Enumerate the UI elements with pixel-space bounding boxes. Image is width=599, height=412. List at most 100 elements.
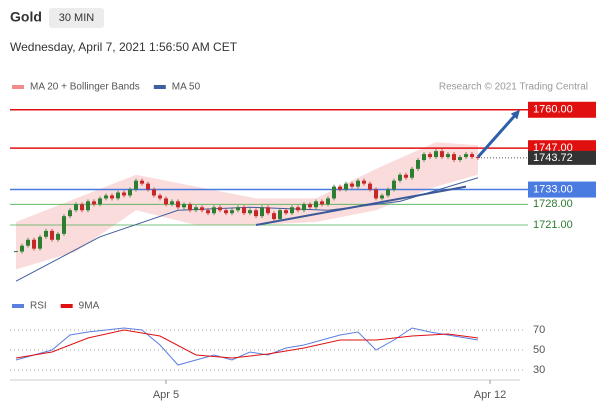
candle [434,151,438,158]
candle [326,198,330,205]
candle [86,201,90,211]
candle [182,204,186,208]
arrow-head [510,109,520,120]
candle [158,195,162,199]
candle [50,230,54,240]
candle [200,207,204,211]
datetime: Wednesday, April 7, 2021 1:56:50 AM CET [10,40,238,54]
candle [188,204,192,211]
candle [254,210,258,217]
candle [446,154,450,158]
y-tick-label: 70 [533,324,545,336]
candle [26,239,30,246]
candle [380,195,384,199]
candle [74,204,78,211]
candle [422,154,426,160]
level-label: 1721.00 [533,219,573,231]
candle [134,180,138,190]
legend-swatch [60,304,73,308]
x-tick-label: Apr 5 [153,389,179,401]
candle [302,204,306,211]
indicator-line [15,329,479,359]
candle [110,195,114,199]
candle [398,174,402,181]
candle [116,192,120,199]
y-tick-label: 30 [533,364,545,376]
candle [32,239,36,249]
candle [344,183,348,190]
candle [212,207,216,214]
legend-swatch [153,85,166,89]
candle [20,245,24,252]
candle [218,207,222,211]
level-label: 1728.00 [533,198,573,210]
candle [122,192,126,196]
level-label: 1760.00 [533,104,573,116]
legend-label: RSI [30,301,47,312]
candle [308,204,312,208]
candle [392,180,396,190]
candle [206,210,210,214]
candle [350,183,354,187]
candle [98,198,102,205]
candle [14,251,18,253]
candle [104,195,108,199]
bollinger-band [16,142,478,270]
timeframe[interactable]: 30 MIN [59,12,95,24]
candle [62,216,66,234]
candle [368,183,372,190]
last-price-label: 1743.72 [533,152,573,164]
candle [470,154,474,158]
x-tick-label: Apr 12 [474,389,506,401]
candle [440,151,444,158]
candle [386,189,390,196]
candle [476,157,480,159]
candle [194,207,198,211]
candle [314,201,318,208]
candle [464,154,468,158]
candle [224,210,228,214]
candle [404,174,408,178]
y-tick-label: 50 [533,344,545,356]
timeframe-button[interactable] [49,8,104,28]
candle [248,210,252,214]
candle [68,210,72,217]
candle [356,180,360,187]
candle [374,189,378,199]
level-label: 1733.00 [533,183,573,195]
legend-label: MA 50 [172,82,201,93]
candle [44,230,48,237]
legend-label: 9MA [79,301,100,312]
candle [242,207,246,214]
credit: Research © 2021 Trading Central [439,82,588,93]
forecast-arrow [476,113,518,159]
candle [278,210,282,220]
candle [320,201,324,205]
legend-label: MA 20 + Bollinger Bands [30,82,140,93]
candle [284,210,288,214]
candle [80,204,84,211]
trendline [255,185,467,226]
indicator-line [15,327,479,366]
level-box [528,101,596,118]
candle [416,160,420,169]
candle [152,189,156,196]
candle [176,201,180,208]
candle [362,180,366,184]
candle [38,236,42,249]
candle [458,157,462,160]
symbol: Gold [10,9,42,25]
candle [338,186,342,190]
candle [92,201,96,205]
candle [230,210,234,214]
candle [140,180,144,184]
candle [164,198,168,205]
candle [146,183,150,190]
legend-swatch [12,85,24,89]
candle [272,213,276,220]
ma50-line [15,177,479,282]
candle [266,207,270,214]
candle [170,201,174,205]
candle [128,189,132,196]
